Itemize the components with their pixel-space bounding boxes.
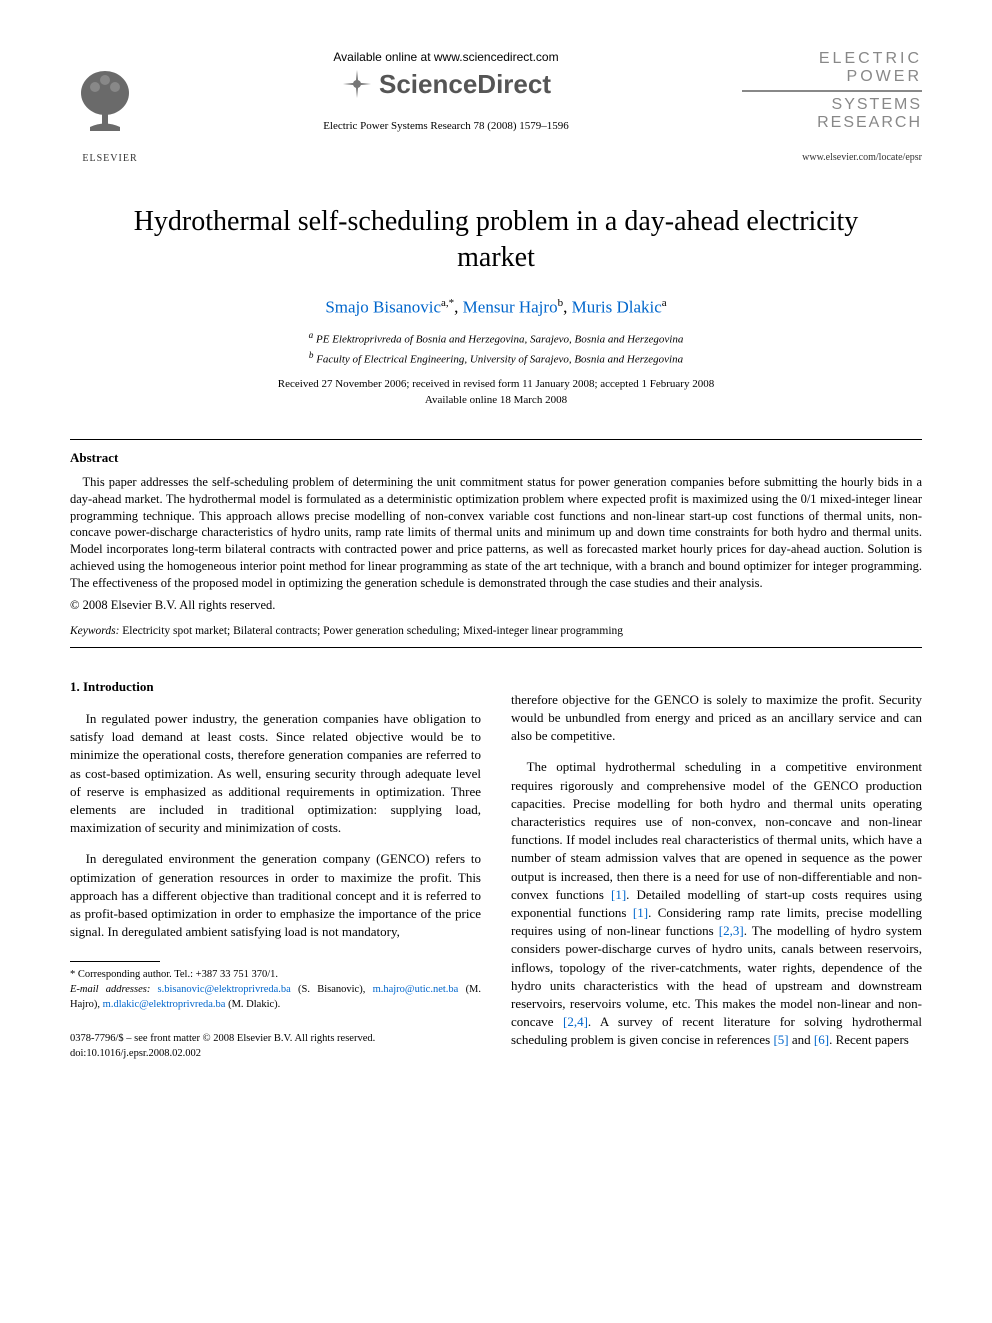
ref-link-1b[interactable]: [1]	[633, 905, 648, 920]
column-right: therefore objective for the GENCO is sol…	[511, 678, 922, 1062]
author-2-affil: b	[558, 297, 564, 309]
keywords-text: Electricity spot market; Bilateral contr…	[122, 625, 623, 637]
journal-logo-rule	[742, 90, 922, 92]
issn-line: 0378-7796/$ – see front matter © 2008 El…	[70, 1032, 481, 1047]
sciencedirect-text: ScienceDirect	[379, 69, 551, 100]
corresponding-author: * Corresponding author. Tel.: +387 33 75…	[70, 968, 481, 983]
page: ELSEVIER Available online at www.science…	[0, 0, 992, 1323]
online-date: Available online 18 March 2008	[70, 392, 922, 409]
article-dates: Received 27 November 2006; received in r…	[70, 376, 922, 409]
authors: Smajo Bisanovica,*, Mensur Hajrob, Muris…	[70, 297, 922, 318]
ref-link-24[interactable]: [2,4]	[563, 1014, 588, 1029]
affiliation-b: b Faculty of Electrical Engineering, Uni…	[70, 349, 922, 368]
author-2[interactable]: Mensur Hajro	[463, 297, 558, 316]
col2-para-1: therefore objective for the GENCO is sol…	[511, 691, 922, 746]
author-1-affil: a,*	[441, 297, 454, 309]
abstract-copyright: © 2008 Elsevier B.V. All rights reserved…	[70, 598, 922, 613]
email-label: E-mail addresses:	[70, 984, 150, 995]
ref-link-5[interactable]: [5]	[773, 1032, 788, 1047]
abstract-top-rule	[70, 439, 922, 440]
author-1[interactable]: Smajo Bisanovic	[325, 297, 441, 316]
abstract-bottom-rule	[70, 647, 922, 648]
author-3[interactable]: Muris Dlakic	[572, 297, 662, 316]
col2-para-2: The optimal hydrothermal scheduling in a…	[511, 758, 922, 1049]
journal-reference: Electric Power Systems Research 78 (2008…	[170, 120, 722, 132]
ref-link-23[interactable]: [2,3]	[719, 923, 744, 938]
section-1-heading: 1. Introduction	[70, 678, 481, 696]
section-1-para-2: In deregulated environment the generatio…	[70, 850, 481, 941]
journal-logo-line2: SYSTEMS RESEARCH	[742, 96, 922, 132]
sciencedirect-logo: ScienceDirect	[341, 68, 551, 100]
email-link-2[interactable]: m.hajro@utic.net.ba	[373, 984, 459, 995]
ref-link-1[interactable]: [1]	[611, 887, 626, 902]
journal-logo-block: ELECTRIC POWER SYSTEMS RESEARCH www.else…	[742, 50, 922, 163]
footnote-rule	[70, 961, 160, 962]
available-online-text: Available online at www.sciencedirect.co…	[170, 50, 722, 64]
email-addresses: E-mail addresses: s.bisanovic@elektropri…	[70, 983, 481, 1012]
author-3-affil: a	[662, 297, 667, 309]
publisher-name: ELSEVIER	[70, 153, 150, 164]
received-date: Received 27 November 2006; received in r…	[70, 376, 922, 393]
journal-logo-line1: ELECTRIC POWER	[742, 50, 922, 86]
section-1-para-1: In regulated power industry, the generat…	[70, 710, 481, 837]
header-center: Available online at www.sciencedirect.co…	[150, 50, 742, 132]
footnote-block: * Corresponding author. Tel.: +387 33 75…	[70, 968, 481, 1012]
column-left: 1. Introduction In regulated power indus…	[70, 678, 481, 1062]
affiliation-a: a PE Elektroprivreda of Bosnia and Herze…	[70, 329, 922, 348]
journal-url: www.elsevier.com/locate/epsr	[742, 152, 922, 163]
footer-info: 0378-7796/$ – see front matter © 2008 El…	[70, 1032, 481, 1061]
publisher-logo-block: ELSEVIER	[70, 50, 150, 164]
elsevier-tree-icon	[70, 65, 140, 145]
ref-link-6[interactable]: [6]	[814, 1032, 829, 1047]
sciencedirect-star-icon	[341, 68, 373, 100]
keywords: Keywords: Electricity spot market; Bilat…	[70, 625, 922, 637]
email-name-1: (S. Bisanovic),	[298, 984, 365, 995]
article-title: Hydrothermal self-scheduling problem in …	[130, 204, 862, 277]
abstract-text: This paper addresses the self-scheduling…	[70, 474, 922, 592]
abstract-heading: Abstract	[70, 450, 922, 466]
doi-line: doi:10.1016/j.epsr.2008.02.002	[70, 1047, 481, 1062]
email-name-3: (M. Dlakic).	[228, 999, 280, 1010]
affiliations: a PE Elektroprivreda of Bosnia and Herze…	[70, 329, 922, 367]
body-columns: 1. Introduction In regulated power indus…	[70, 678, 922, 1062]
email-link-1[interactable]: s.bisanovic@elektroprivreda.ba	[158, 984, 291, 995]
keywords-label: Keywords:	[70, 625, 119, 637]
header: ELSEVIER Available online at www.science…	[70, 50, 922, 164]
email-link-3[interactable]: m.dlakic@elektroprivreda.ba	[103, 999, 226, 1010]
